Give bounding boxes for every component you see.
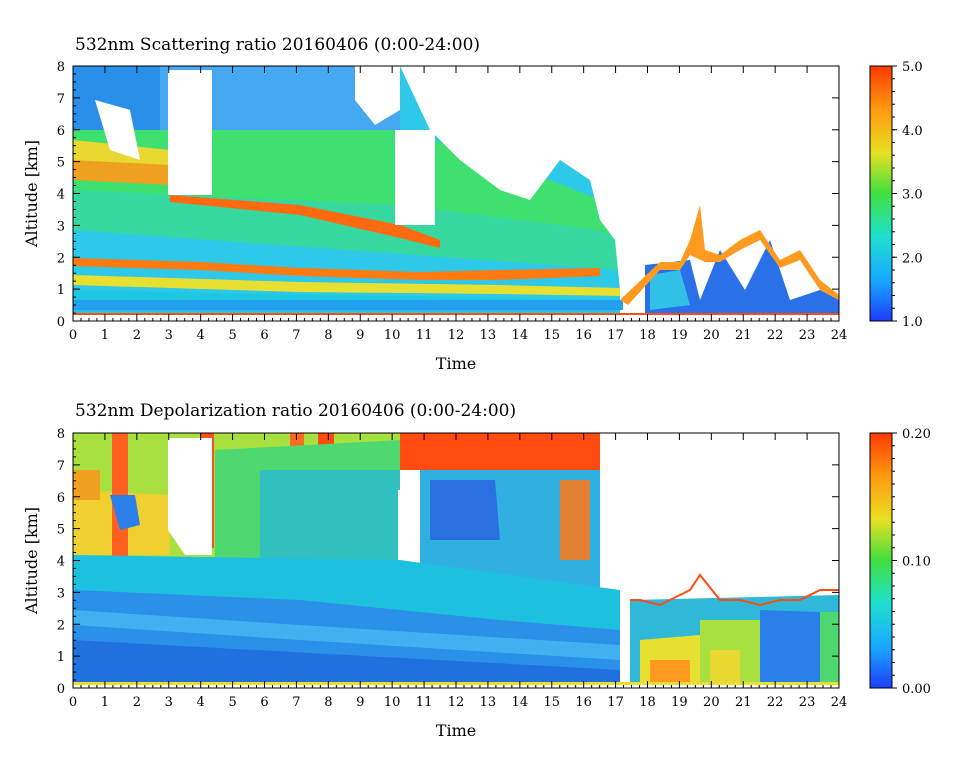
x-axis: 0 1 2 3 4 5 6 7 8 9 10 11 12 13 14 15 16 17 18 19 20 21 22 23 24 (69, 433, 847, 710)
x-tick-label: 19 (671, 695, 688, 710)
y-tick-label: 4 (57, 188, 65, 203)
x-tick-label: 5 (228, 695, 236, 710)
x-tick-label: 3 (165, 328, 173, 343)
x-tick-label: 21 (735, 328, 752, 343)
x-tick-label: 0 (69, 695, 77, 710)
colorbar-tick-label: 5.0 (902, 60, 923, 75)
x-tick-label: 12 (448, 328, 465, 343)
x-tick-label: 2 (133, 328, 141, 343)
x-tick-label: 11 (416, 328, 433, 343)
y-tick-label: 6 (57, 124, 65, 139)
x-tick-label: 7 (292, 328, 300, 343)
x-tick-label: 4 (197, 695, 205, 710)
x-axis-label: Time (436, 354, 476, 373)
colorbar-tick-label: 0.10 (902, 555, 931, 570)
x-tick-label: 16 (575, 328, 592, 343)
x-tick-label: 1 (101, 695, 109, 710)
y-tick-label: 0 (57, 315, 65, 330)
x-tick-label: 24 (831, 695, 848, 710)
x-tick-label: 5 (228, 328, 236, 343)
x-tick-label: 19 (671, 328, 688, 343)
x-tick-label: 10 (384, 328, 401, 343)
y-tick-label: 0 (57, 682, 65, 697)
colorbar-tick-label: 0.20 (902, 427, 931, 442)
y-tick-label: 5 (57, 523, 65, 538)
depolarization-ratio-panel: 532nm Depolarization ratio 20160406 (0:0… (22, 401, 931, 740)
x-tick-label: 3 (165, 695, 173, 710)
colorbar: 0.00 0.10 0.20 (869, 427, 931, 697)
chart-title: 532nm Scattering ratio 20160406 (0:00-24… (75, 35, 480, 55)
colorbar-tick-label: 0.00 (902, 682, 931, 697)
heatmap-field (73, 433, 839, 688)
x-tick-label: 14 (512, 695, 529, 710)
colorbar-tick-label: 3.0 (902, 188, 923, 203)
y-tick-label: 6 (57, 491, 65, 506)
y-axis-label: Altitude [km] (22, 140, 41, 248)
y-tick-label: 7 (57, 92, 65, 107)
x-tick-label: 17 (607, 328, 624, 343)
y-tick-label: 5 (57, 156, 65, 171)
y-tick-label: 7 (57, 459, 65, 474)
y-tick-label: 3 (57, 219, 65, 234)
x-tick-label: 18 (639, 695, 656, 710)
x-tick-label: 2 (133, 695, 141, 710)
x-tick-label: 13 (480, 328, 497, 343)
x-tick-label: 7 (292, 695, 300, 710)
x-tick-label: 14 (512, 328, 529, 343)
x-tick-label: 0 (69, 328, 77, 343)
y-tick-label: 2 (57, 618, 65, 633)
y-tick-label: 1 (57, 283, 65, 298)
x-tick-label: 24 (831, 328, 848, 343)
colorbar-scale (869, 432, 893, 689)
y-axis-label: Altitude [km] (22, 507, 41, 615)
x-tick-label: 15 (543, 695, 560, 710)
x-tick-label: 10 (384, 695, 401, 710)
colorbar: 1.0 2.0 3.0 4.0 5.0 (869, 60, 923, 330)
y-tick-label: 8 (57, 60, 65, 75)
x-tick-label: 23 (799, 695, 816, 710)
y-tick-label: 1 (57, 650, 65, 665)
x-tick-label: 18 (639, 328, 656, 343)
x-tick-label: 16 (575, 695, 592, 710)
x-tick-label: 12 (448, 695, 465, 710)
y-axis: 0 1 2 3 4 5 6 7 8 (57, 60, 839, 330)
y-tick-label: 2 (57, 251, 65, 266)
x-tick-label: 17 (607, 695, 624, 710)
y-axis: 0 1 2 3 4 5 6 7 8 (57, 427, 839, 697)
x-tick-label: 9 (356, 328, 364, 343)
scattering-ratio-panel: 532nm Scattering ratio 20160406 (0:00-24… (22, 35, 923, 373)
y-tick-label: 8 (57, 427, 65, 442)
x-tick-label: 1 (101, 328, 109, 343)
x-tick-label: 13 (480, 695, 497, 710)
x-tick-label: 15 (543, 328, 560, 343)
x-tick-label: 20 (703, 695, 720, 710)
x-tick-label: 6 (260, 695, 268, 710)
colorbar-tick-label: 1.0 (902, 315, 923, 330)
x-axis-label: Time (436, 721, 476, 740)
x-tick-label: 6 (260, 328, 268, 343)
y-tick-label: 3 (57, 586, 65, 601)
heatmap-field (73, 66, 839, 321)
x-tick-label: 8 (324, 695, 332, 710)
colorbar-tick-label: 4.0 (902, 124, 923, 139)
x-tick-label: 23 (799, 328, 816, 343)
x-tick-label: 4 (197, 328, 205, 343)
x-tick-label: 11 (416, 695, 433, 710)
x-tick-label: 9 (356, 695, 364, 710)
x-tick-label: 22 (767, 695, 784, 710)
x-tick-label: 8 (324, 328, 332, 343)
x-tick-label: 21 (735, 695, 752, 710)
x-axis: 0 1 2 3 4 5 6 7 8 9 10 11 12 13 14 15 16 17 18 19 20 21 22 23 24 (69, 66, 847, 343)
chart-title: 532nm Depolarization ratio 20160406 (0:0… (75, 401, 516, 421)
colorbar-tick-label: 2.0 (902, 251, 923, 266)
x-tick-label: 20 (703, 328, 720, 343)
x-tick-label: 22 (767, 328, 784, 343)
y-tick-label: 4 (57, 555, 65, 570)
colorbar-scale (869, 65, 893, 322)
